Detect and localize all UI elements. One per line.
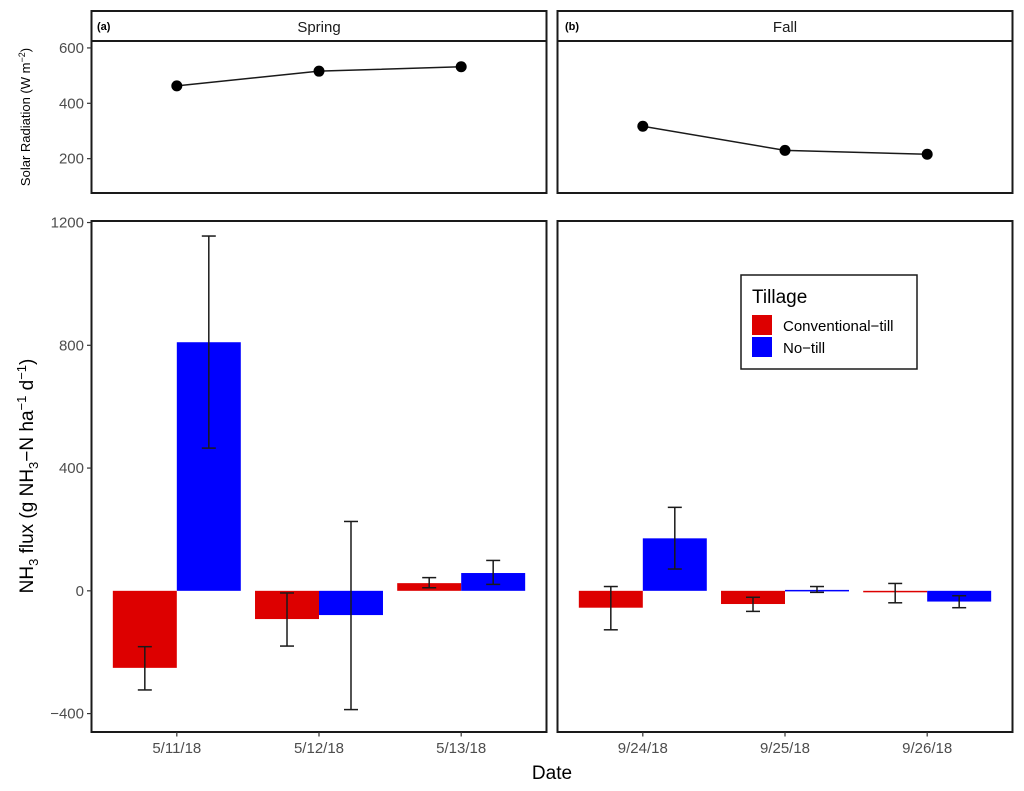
x-tick-label-5-11-18: 5/11/18 (152, 740, 201, 757)
flux-panel-spring (90, 220, 548, 733)
flux-y-axis: −400 0 400 800 1200 (50, 215, 92, 723)
solar-y-axis-title-close: ) (18, 48, 33, 52)
flux-y-title-sub1: 3 (26, 559, 41, 566)
strip-title-spring: Spring (297, 19, 340, 36)
x-tick-label-9-25-18: 9/25/18 (760, 740, 810, 757)
panel-tag-a: (a) (97, 21, 111, 33)
flux-y-title-p2: flux (g NH (17, 469, 38, 559)
flux-y-title-p3: −N ha (17, 410, 38, 462)
x-tick-label-9-26-18: 9/26/18 (902, 740, 952, 757)
flux-y-tick-label--400: −400 (50, 706, 84, 723)
flux-y-title-sub2: 3 (26, 462, 41, 469)
solar-point-9-25-18 (779, 144, 791, 156)
solar-point-5-11-18 (171, 80, 183, 92)
solar-y-axis-title-sup: −2 (17, 52, 27, 62)
solar-panel-frame (556, 40, 1014, 194)
panel-tag-b: (b) (565, 21, 579, 33)
flux-y-tick-label-800: 800 (59, 337, 84, 354)
solar-y-axis-title: Solar Radiation (W m−2) (17, 48, 33, 186)
flux-y-title-p4: d (17, 380, 38, 396)
solar-point-9-26-18 (921, 148, 933, 160)
legend-label-conventional-till: Conventional−till (783, 318, 894, 335)
x-tick-label-5-12-18: 5/12/18 (294, 740, 344, 757)
solar-panel-frame (90, 40, 548, 194)
flux-y-tick-label-1200: 1200 (51, 215, 84, 232)
solar-y-axis-title-text: Solar Radiation (W m (18, 63, 33, 187)
legend-swatch-conventional-till (752, 315, 772, 335)
x-axis-title: Date (532, 763, 572, 784)
flux-y-tick-label-400: 400 (59, 460, 84, 477)
strip-title-fall: Fall (773, 19, 797, 36)
flux-y-title-sup2: −1 (14, 365, 29, 380)
flux-x-axis: 5/11/18 5/12/18 5/13/18 9/24/18 9/25/18 9/26/… (152, 732, 952, 757)
flux-y-title-p1: NH (17, 566, 38, 593)
flux-y-axis-title: NH3 flux (g NH3−N ha−1 d−1) (14, 359, 41, 594)
strip-spring: (a) Spring (90, 10, 548, 42)
x-tick-label-9-24-18: 9/24/18 (618, 740, 668, 757)
legend: Tillage Conventional−till No−till (740, 274, 918, 370)
x-tick-label-5-13-18: 5/13/18 (436, 740, 486, 757)
strip-fall: (b) Fall (556, 10, 1014, 42)
legend-title: Tillage (752, 287, 807, 308)
solar-point-9-24-18 (637, 120, 649, 132)
solar-y-tick-label-200: 200 (59, 151, 84, 168)
legend-swatch-no-till (752, 337, 772, 357)
solar-y-tick-label-400: 400 (59, 95, 84, 112)
solar-panel-spring (90, 40, 548, 194)
solar-panel-fall (556, 40, 1014, 194)
flux-y-tick-label-0: 0 (76, 583, 84, 600)
strip-spring-box (90, 10, 548, 42)
solar-point-5-12-18 (313, 65, 325, 77)
legend-label-no-till: No−till (783, 340, 825, 357)
flux-y-title-p5: ) (17, 359, 38, 365)
flux-y-title-sup1: −1 (14, 396, 29, 411)
solar-y-tick-label-600: 600 (59, 40, 84, 57)
solar-point-5-13-18 (455, 61, 467, 73)
solar-y-axis: 200 400 600 (59, 40, 92, 168)
